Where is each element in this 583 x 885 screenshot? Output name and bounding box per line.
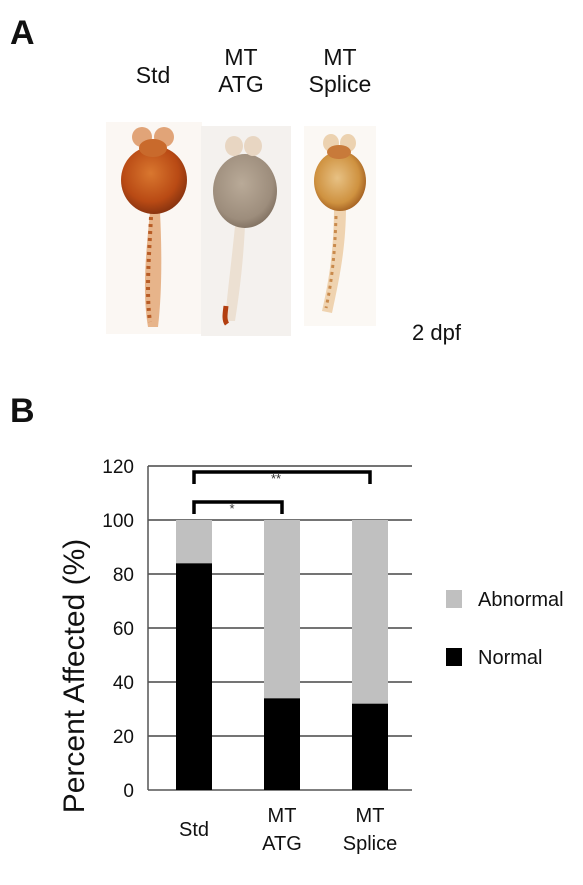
legend-label-abnormal: Abnormal <box>478 589 564 611</box>
panel-a-letter: A <box>10 14 35 52</box>
embryo-image-std <box>106 122 202 334</box>
column-label-mt-splice-line-1: MT <box>323 44 357 70</box>
panel-b-letter: B <box>10 392 35 430</box>
column-label-mt-atg: MT ATG <box>206 44 276 98</box>
bar-abnormal-1 <box>264 520 300 699</box>
x-tick-label-1-line-0: MT <box>268 805 297 827</box>
bar-normal-1 <box>264 698 300 790</box>
y-tick-label-60: 60 <box>113 619 134 640</box>
embryo-image-mt-splice <box>304 126 376 326</box>
stage-label: 2 dpf <box>412 320 461 345</box>
column-label-std-line-1: Std <box>135 62 171 88</box>
y-axis-title: Percent Affected (%) <box>58 539 91 814</box>
x-tick-label-1-line-1: ATG <box>262 833 302 855</box>
y-tick-label-20: 20 <box>113 727 134 748</box>
significance-brackets: *** <box>192 470 372 516</box>
column-label-mt-splice: MT Splice <box>295 44 385 98</box>
legend-swatch-abnormal <box>446 590 462 608</box>
x-tick-label-2-line-0: MT <box>356 805 385 827</box>
x-tick-label-2-line-1: Splice <box>343 833 397 855</box>
y-tick-label-100: 100 <box>102 511 134 532</box>
significance-label-0: * <box>229 501 234 516</box>
y-tick-label-0: 0 <box>123 781 134 802</box>
legend-swatch-normal <box>446 648 462 666</box>
bars <box>176 520 388 790</box>
column-label-std: Std <box>118 62 188 89</box>
column-label-mt-atg-line-2: ATG <box>218 71 264 97</box>
embryo-image-mt-atg <box>201 126 291 336</box>
x-tick-label-2: MT Splice <box>343 805 397 855</box>
y-tick-label-80: 80 <box>113 565 134 586</box>
y-tick-labels: 0 20 40 60 80 100 120 <box>102 457 134 802</box>
x-tick-label-0-line-0: Std <box>179 819 209 841</box>
bar-abnormal-0 <box>176 520 212 564</box>
column-label-mt-splice-line-2: Splice <box>308 71 372 97</box>
significance-bracket-0 <box>192 500 284 514</box>
y-tick-label-120: 120 <box>102 457 134 478</box>
column-label-mt-atg-line-1: MT <box>224 44 258 70</box>
bar-normal-2 <box>352 703 388 790</box>
x-tick-labels: Std MT ATG MT Splice <box>179 805 397 855</box>
significance-label-1: ** <box>271 471 281 486</box>
legend-label-normal: Normal <box>478 647 542 669</box>
bar-abnormal-2 <box>352 520 388 704</box>
y-tick-label-40: 40 <box>113 673 134 694</box>
legend: Abnormal Normal <box>446 589 564 669</box>
significance-bracket-1 <box>192 470 372 484</box>
bar-normal-0 <box>176 563 212 790</box>
x-tick-label-1: MT ATG <box>262 805 302 855</box>
x-tick-label-0: Std <box>179 819 209 841</box>
